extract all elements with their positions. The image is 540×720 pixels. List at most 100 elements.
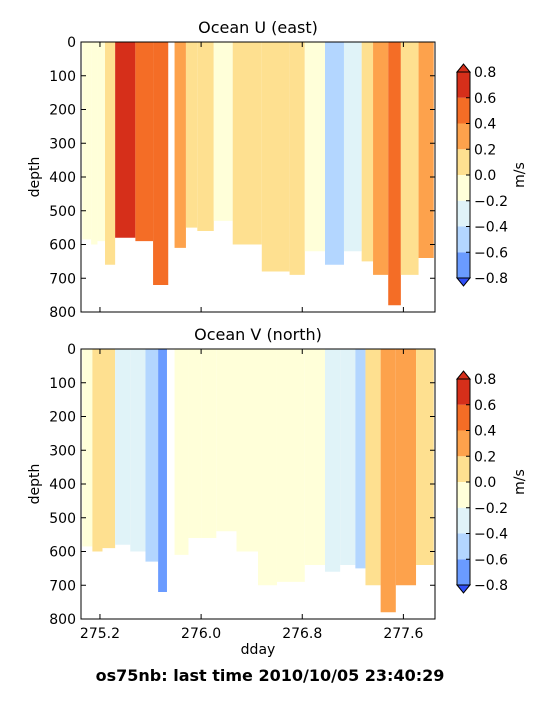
colorbar-tick-label: 0.2 bbox=[474, 142, 496, 158]
y-tick-label: 0 bbox=[67, 342, 76, 358]
data-column bbox=[418, 42, 434, 258]
colorbar-tick-label: 0.2 bbox=[474, 449, 496, 465]
y-tick-label: 500 bbox=[49, 511, 76, 527]
data-column bbox=[130, 349, 146, 552]
data-column bbox=[395, 349, 417, 586]
colorbar-segment bbox=[457, 430, 470, 457]
x-tick-label: 276.0 bbox=[181, 626, 221, 642]
chart-title: Ocean V (north) bbox=[194, 325, 322, 344]
colorbar-segment bbox=[457, 72, 470, 98]
data-column bbox=[153, 42, 169, 285]
data-column bbox=[325, 349, 341, 572]
colorbar-tick-label: −0.6 bbox=[474, 245, 508, 261]
x-axis-label: dday bbox=[241, 642, 276, 658]
colorbar-tick-label: −0.2 bbox=[474, 501, 508, 517]
y-tick-label: 500 bbox=[49, 204, 76, 220]
x-tick-label: 275.2 bbox=[80, 626, 120, 642]
data-column bbox=[373, 42, 389, 275]
data-column bbox=[355, 349, 366, 569]
data-column bbox=[197, 42, 214, 231]
data-column bbox=[92, 349, 103, 552]
colorbar-extend-top bbox=[455, 370, 472, 380]
data-column bbox=[115, 42, 136, 238]
x-tick-label: 277.6 bbox=[383, 626, 423, 642]
colorbar-segment bbox=[457, 456, 470, 482]
colorbar-tick-label: 0.6 bbox=[474, 398, 496, 414]
data-column bbox=[145, 349, 159, 562]
colorbar-tick-label: −0.2 bbox=[474, 194, 508, 210]
y-tick-label: 400 bbox=[49, 170, 76, 186]
data-column bbox=[91, 42, 98, 245]
colorbar-segment bbox=[457, 559, 470, 585]
y-tick-label: 0 bbox=[67, 35, 76, 51]
data-column bbox=[216, 349, 237, 532]
colorbar-tick-label: 0.4 bbox=[474, 424, 496, 440]
colorbar-segment bbox=[457, 252, 470, 278]
data-column bbox=[201, 349, 217, 538]
data-column bbox=[261, 42, 290, 272]
data-column bbox=[365, 349, 381, 586]
y-axis-label: depth bbox=[27, 464, 43, 505]
data-column bbox=[340, 349, 356, 565]
data-column bbox=[135, 42, 154, 242]
y-tick-label: 300 bbox=[49, 443, 76, 459]
data-column bbox=[304, 349, 326, 565]
colorbar-segment bbox=[457, 123, 470, 150]
colorbar-tick-label: 0.8 bbox=[474, 372, 496, 388]
data-column bbox=[232, 42, 262, 245]
colorbar-segment bbox=[457, 175, 470, 201]
data-column bbox=[174, 349, 189, 555]
data-column bbox=[416, 349, 434, 565]
colorbar-segment bbox=[457, 149, 470, 175]
data-column bbox=[185, 42, 198, 228]
data-column bbox=[188, 349, 202, 538]
colorbar-segment bbox=[457, 482, 470, 508]
y-axis-label: depth bbox=[27, 157, 43, 198]
y-tick-label: 700 bbox=[49, 271, 76, 287]
data-column bbox=[174, 42, 186, 248]
chart-title: Ocean U (east) bbox=[198, 18, 318, 37]
colorbar-extend-bottom bbox=[455, 584, 472, 594]
data-column bbox=[400, 42, 419, 275]
y-tick-label: 600 bbox=[49, 238, 76, 254]
colorbar-extend-bottom bbox=[455, 277, 472, 287]
data-column bbox=[105, 42, 116, 265]
y-tick-label: 100 bbox=[49, 376, 76, 392]
colorbar-tick-label: −0.4 bbox=[474, 527, 508, 543]
colorbar-tick-label: 0.8 bbox=[474, 65, 496, 81]
colorbar-segment bbox=[457, 533, 470, 560]
data-column bbox=[380, 349, 396, 613]
data-column bbox=[325, 42, 344, 265]
y-tick-label: 200 bbox=[49, 410, 76, 426]
data-column bbox=[115, 349, 131, 545]
colorbar-segment bbox=[457, 507, 470, 534]
footer-caption: os75nb: last time 2010/10/05 23:40:29 bbox=[95, 666, 445, 685]
colorbar-tick-label: 0.0 bbox=[474, 168, 496, 184]
data-column bbox=[102, 349, 116, 549]
y-tick-label: 800 bbox=[49, 612, 76, 628]
y-tick-label: 800 bbox=[49, 305, 76, 321]
colorbar-tick-label: 0.4 bbox=[474, 117, 496, 133]
y-tick-label: 400 bbox=[49, 477, 76, 493]
data-column bbox=[82, 42, 92, 240]
x-tick-label: 276.8 bbox=[282, 626, 322, 642]
colorbar-tick-label: −0.8 bbox=[474, 578, 508, 594]
y-tick-label: 100 bbox=[49, 69, 76, 85]
colorbar-tick-label: −0.8 bbox=[474, 271, 508, 287]
colorbar-tick-label: −0.4 bbox=[474, 220, 508, 236]
data-column bbox=[258, 349, 277, 586]
colorbar-extend-top bbox=[455, 63, 472, 73]
colorbar-tick-label: 0.6 bbox=[474, 91, 496, 107]
colorbar-label: m/s bbox=[512, 469, 528, 495]
colorbar-segment bbox=[457, 226, 470, 253]
data-column bbox=[343, 42, 362, 252]
y-tick-label: 700 bbox=[49, 578, 76, 594]
data-column bbox=[289, 42, 305, 275]
colorbar-segment bbox=[457, 379, 470, 405]
colorbar-segment bbox=[457, 200, 470, 227]
y-tick-label: 300 bbox=[49, 136, 76, 152]
colorbar-tick-label: −0.6 bbox=[474, 552, 508, 568]
colorbar-tick-label: 0.0 bbox=[474, 475, 496, 491]
data-column bbox=[236, 349, 258, 552]
